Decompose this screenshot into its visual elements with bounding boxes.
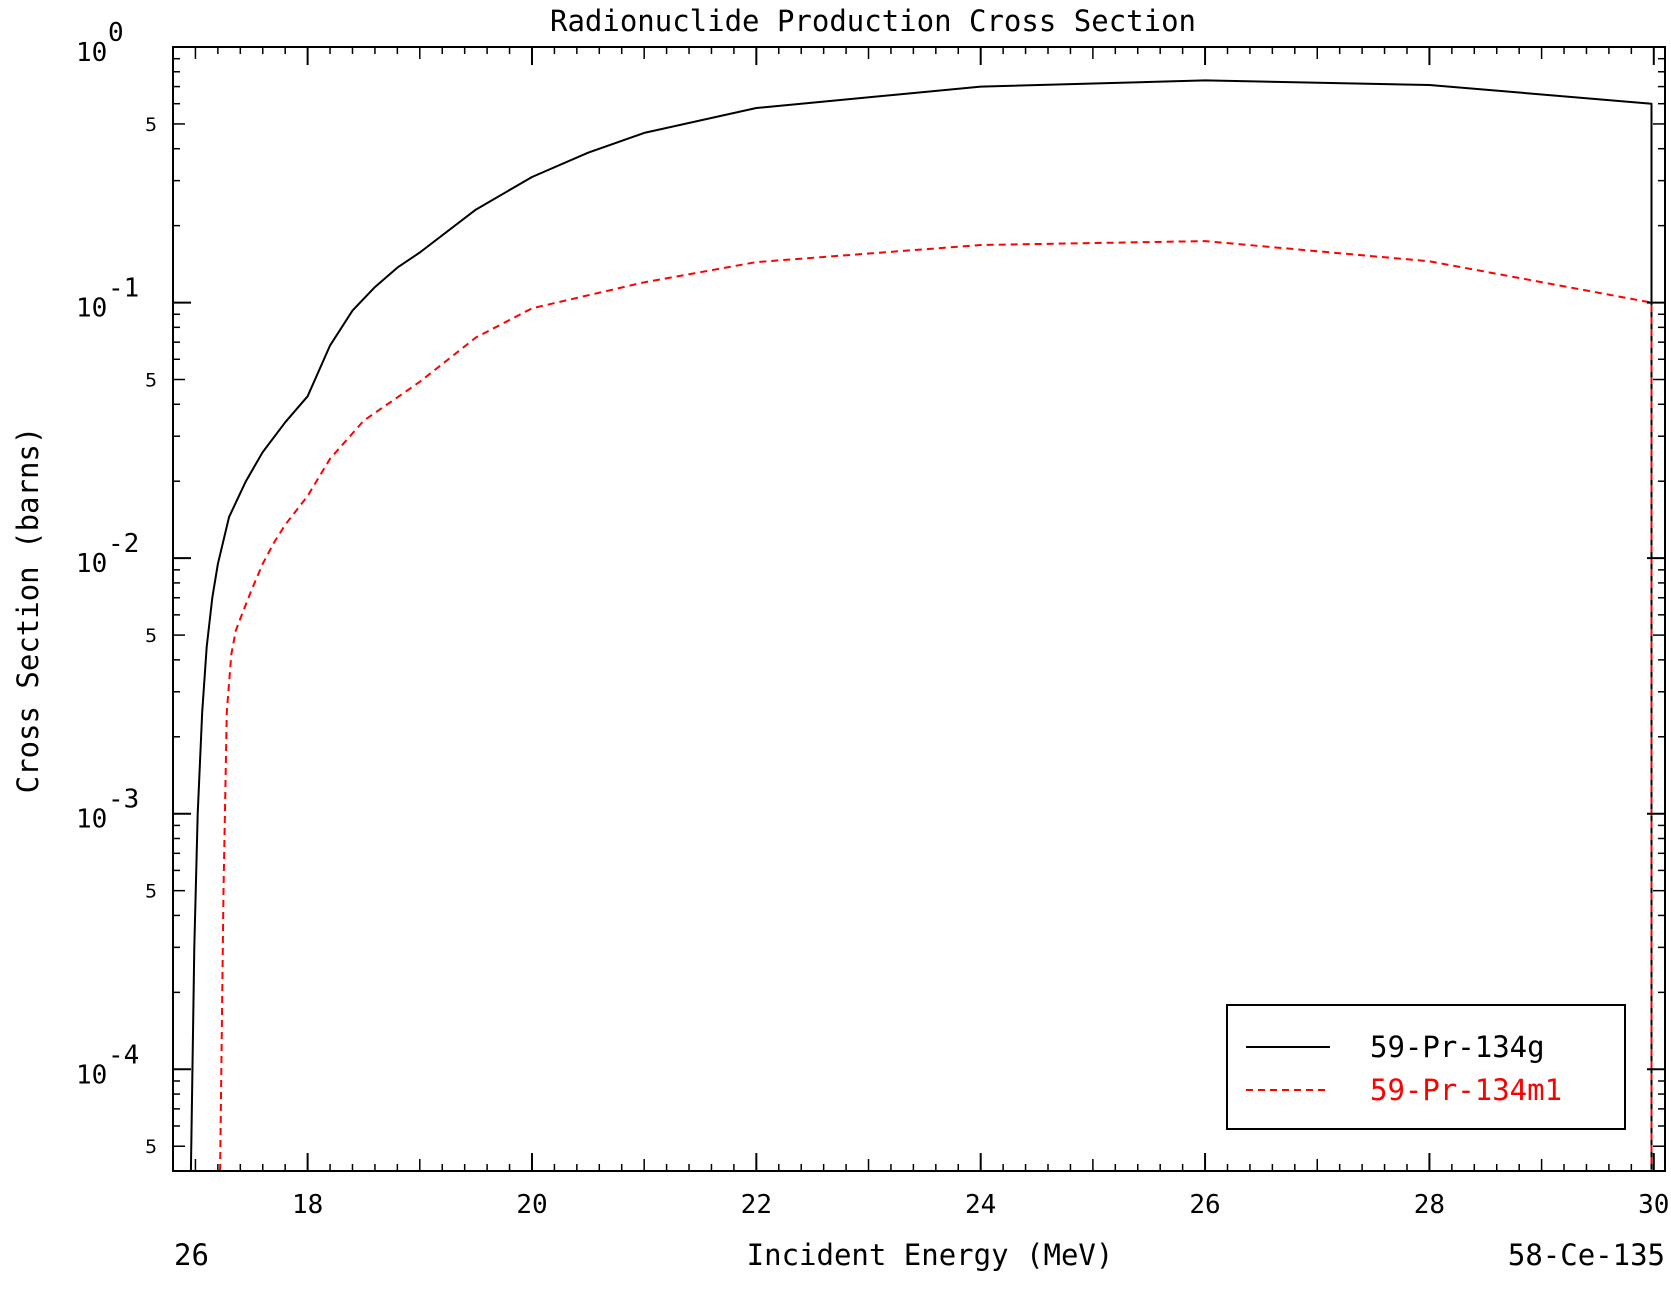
plot-frame — [172, 46, 1666, 1172]
y-tick-label-exponent: 0 — [108, 18, 124, 48]
y-minor-label: 5 — [145, 881, 157, 903]
y-tick-label-exponent: -4 — [108, 1040, 139, 1070]
x-tick-label: 20 — [516, 1190, 547, 1220]
series-layer — [189, 79, 1653, 1172]
y-tick-label-base: 10 — [76, 38, 107, 68]
y-axis-label: Cross Section (barns) — [11, 427, 45, 794]
y-tick-label-base: 10 — [76, 549, 107, 579]
footer-right-label: 58-Ce-135 — [1508, 1238, 1665, 1272]
chart-title: Radionuclide Production Cross Section — [550, 4, 1196, 38]
x-tick-label: 18 — [292, 1190, 323, 1220]
y-tick-label-base: 10 — [76, 294, 107, 324]
y-minor-label: 5 — [145, 625, 157, 647]
y-tick-label-exponent: -3 — [108, 785, 139, 815]
legend-box — [1226, 1004, 1626, 1130]
y-tick-label-base: 10 — [76, 1060, 107, 1090]
x-tick-label: 22 — [741, 1190, 772, 1220]
legend-label-pr134g: 59-Pr-134g — [1370, 1030, 1545, 1064]
series-line-1 — [219, 240, 1653, 1172]
footer-left-label: 26 — [174, 1238, 209, 1272]
x-tick-label: 26 — [1189, 1190, 1220, 1220]
y-tick-label-exponent: -2 — [108, 529, 139, 559]
x-tick-label: 30 — [1638, 1190, 1669, 1220]
y-tick-label-base: 10 — [76, 805, 107, 835]
x-tick-label: 24 — [965, 1190, 996, 1220]
legend: 59-Pr-134g 59-Pr-134m1 — [1226, 1004, 1626, 1130]
y-minor-label: 5 — [145, 114, 157, 136]
y-minor-label: 5 — [145, 1136, 157, 1158]
x-tick-label: 28 — [1414, 1190, 1445, 1220]
series-line-0 — [189, 79, 1653, 1172]
x-axis-label: Incident Energy (MeV) — [747, 1238, 1114, 1272]
y-tick-label-exponent: -1 — [108, 274, 139, 304]
legend-label-pr134m1: 59-Pr-134m1 — [1370, 1073, 1562, 1107]
y-minor-label: 5 — [145, 370, 157, 392]
